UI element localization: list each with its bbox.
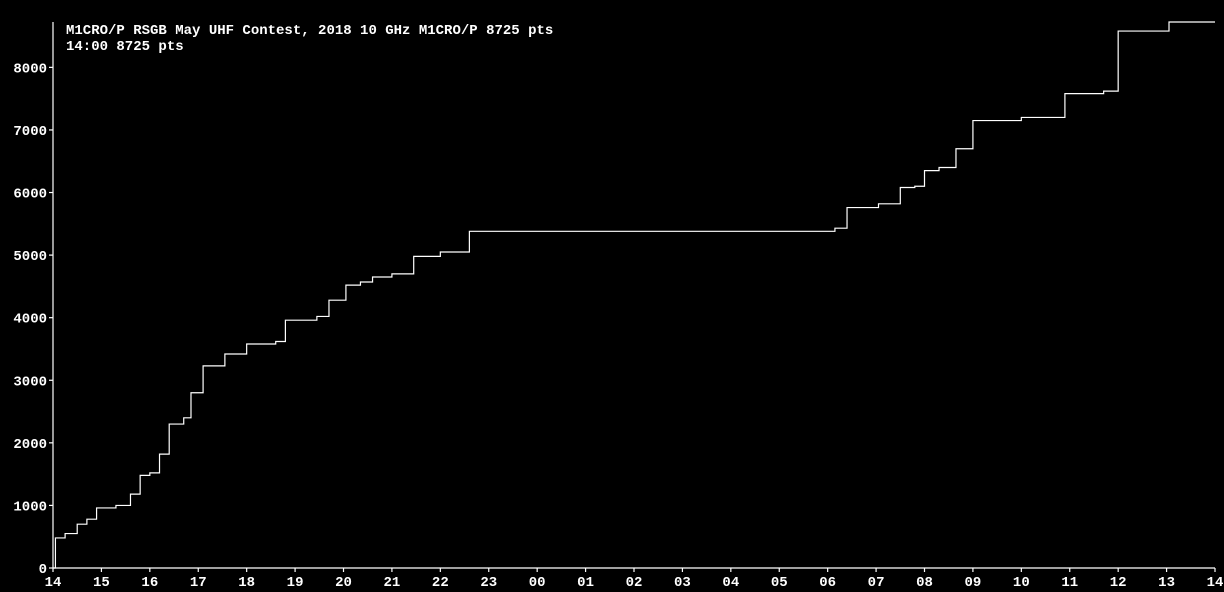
x-tick-label: 00 [529, 575, 546, 591]
x-tick-label: 01 [577, 575, 594, 591]
points-chart: 0100020003000400050006000700080001415161… [0, 0, 1224, 592]
x-tick-label: 05 [771, 575, 788, 591]
y-tick-label: 1000 [13, 499, 47, 515]
x-tick-label: 08 [916, 575, 933, 591]
x-tick-label: 17 [190, 575, 207, 591]
y-tick-label: 2000 [13, 437, 47, 453]
x-tick-label: 03 [674, 575, 691, 591]
x-tick-label: 14 [45, 575, 62, 591]
x-tick-label: 18 [238, 575, 255, 591]
x-tick-label: 15 [93, 575, 110, 591]
x-tick-label: 21 [384, 575, 401, 591]
x-tick-label: 09 [965, 575, 982, 591]
x-tick-label: 12 [1110, 575, 1127, 591]
x-tick-label: 14 [1207, 575, 1224, 591]
y-tick-label: 8000 [13, 61, 47, 77]
x-tick-label: 16 [141, 575, 158, 591]
y-tick-label: 3000 [13, 374, 47, 390]
y-tick-label: 5000 [13, 249, 47, 265]
x-tick-label: 19 [287, 575, 304, 591]
x-tick-label: 22 [432, 575, 449, 591]
y-tick-label: 7000 [13, 124, 47, 140]
x-tick-label: 04 [722, 575, 739, 591]
chart-title-line2: 14:00 8725 pts [66, 39, 184, 55]
x-tick-label: 11 [1061, 575, 1078, 591]
chart-background [0, 0, 1224, 592]
x-tick-label: 02 [626, 575, 643, 591]
x-tick-label: 23 [480, 575, 497, 591]
x-tick-label: 07 [868, 575, 885, 591]
x-tick-label: 10 [1013, 575, 1030, 591]
x-tick-label: 20 [335, 575, 352, 591]
chart-title-line1: M1CRO/P RSGB May UHF Contest, 2018 10 GH… [66, 23, 553, 39]
y-tick-label: 4000 [13, 312, 47, 328]
y-tick-label: 6000 [13, 187, 47, 203]
x-tick-label: 06 [819, 575, 836, 591]
x-tick-label: 13 [1158, 575, 1175, 591]
